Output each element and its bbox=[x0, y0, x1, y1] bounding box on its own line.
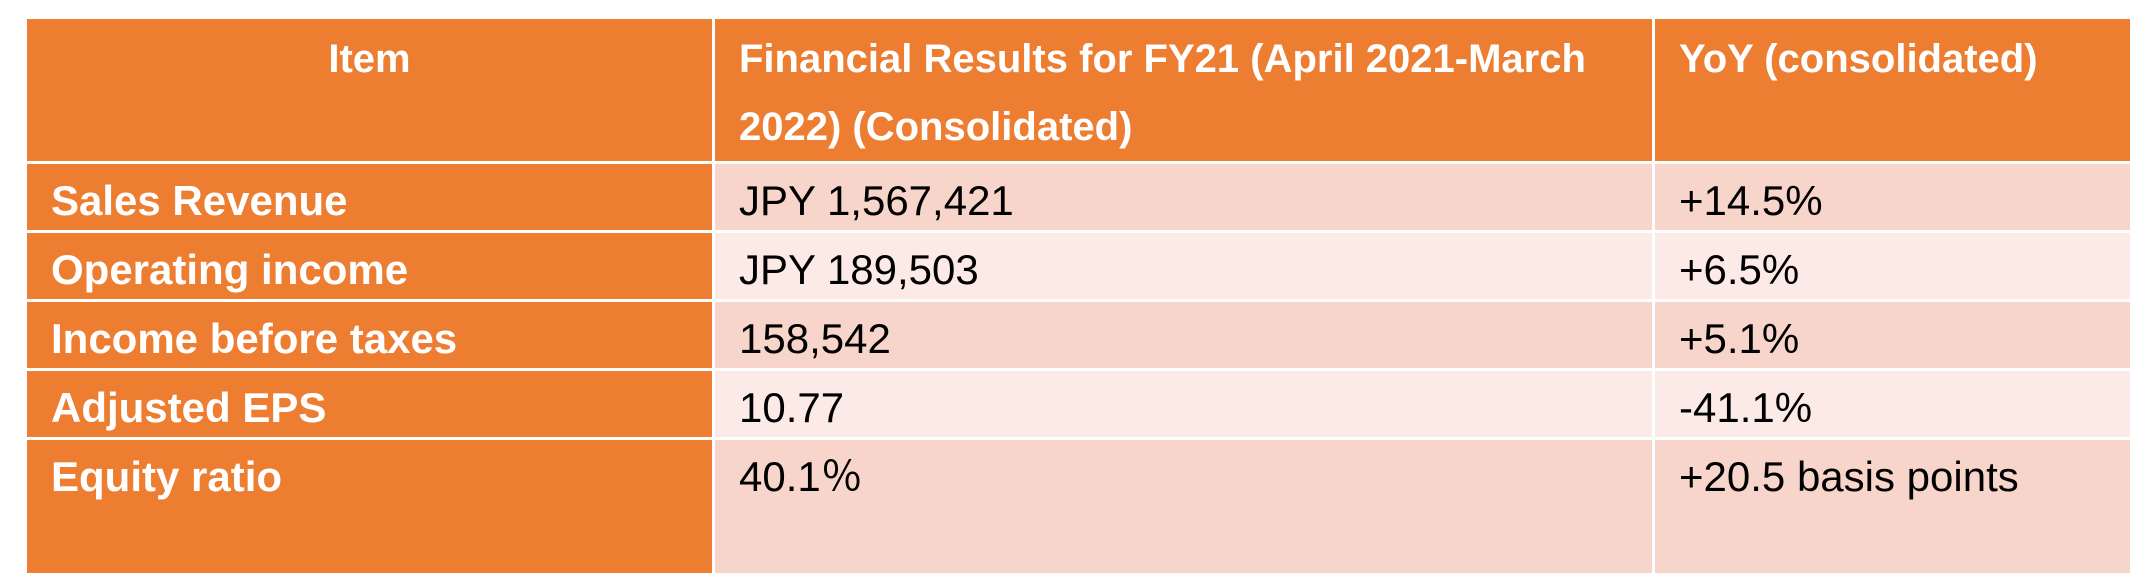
table-header: Item Financial Results for FY21 (April 2… bbox=[24, 16, 2133, 164]
table-row: Equity ratio 40.1％ +20.5 basis points bbox=[24, 437, 2133, 576]
header-financial-results: Financial Results for FY21 (April 2021-M… bbox=[712, 16, 1655, 164]
table-row: Operating income JPY 189,503 +6.5% bbox=[24, 230, 2133, 302]
header-yoy: YoY (consolidated) bbox=[1652, 16, 2133, 164]
row-yoy: +5.1% bbox=[1652, 299, 2133, 371]
row-yoy: +20.5 basis points bbox=[1652, 437, 2133, 576]
header-item: Item bbox=[24, 16, 715, 164]
table-row: Income before taxes 158,542 +5.1% bbox=[24, 299, 2133, 371]
table-row: Sales Revenue JPY 1,567,421 +14.5% bbox=[24, 161, 2133, 233]
table-row: Adjusted EPS 10.77 -41.1% bbox=[24, 368, 2133, 440]
row-label: Adjusted EPS bbox=[24, 368, 715, 440]
row-yoy: +14.5% bbox=[1652, 161, 2133, 233]
row-yoy: +6.5% bbox=[1652, 230, 2133, 302]
row-value: 158,542 bbox=[712, 299, 1655, 371]
row-label: Sales Revenue bbox=[24, 161, 715, 233]
row-label: Operating income bbox=[24, 230, 715, 302]
row-label: Equity ratio bbox=[24, 437, 715, 576]
row-value: JPY 189,503 bbox=[712, 230, 1655, 302]
table-body: Sales Revenue JPY 1,567,421 +14.5% Opera… bbox=[24, 161, 2133, 576]
header-row: Item Financial Results for FY21 (April 2… bbox=[24, 16, 2133, 164]
row-yoy: -41.1% bbox=[1652, 368, 2133, 440]
row-value: 10.77 bbox=[712, 368, 1655, 440]
row-label: Income before taxes bbox=[24, 299, 715, 371]
financial-results-table: Item Financial Results for FY21 (April 2… bbox=[24, 16, 2133, 576]
row-value: 40.1％ bbox=[712, 437, 1655, 576]
row-value: JPY 1,567,421 bbox=[712, 161, 1655, 233]
